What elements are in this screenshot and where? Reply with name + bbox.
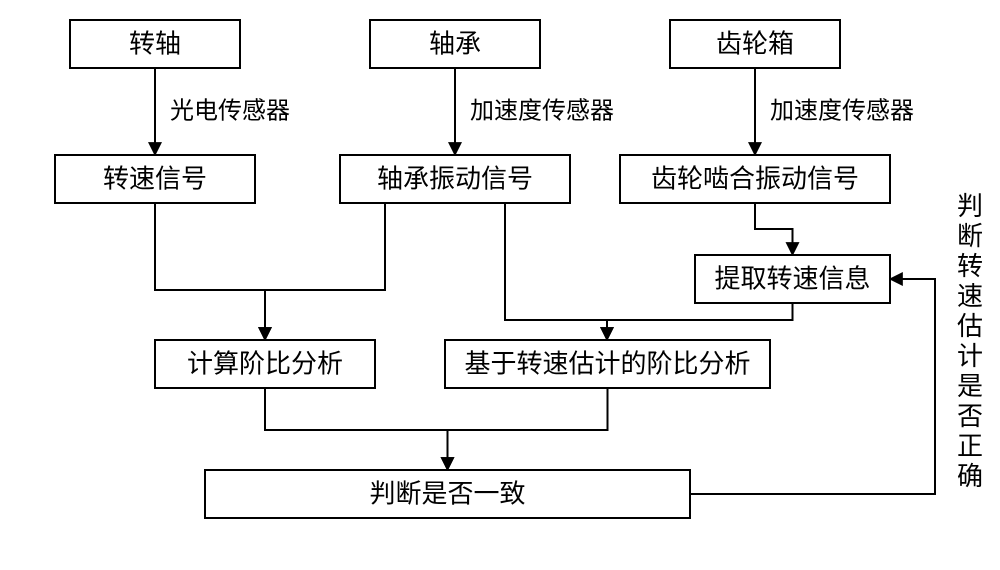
- node-calc_order: 计算阶比分析: [155, 340, 375, 388]
- node-label-bearing: 轴承: [429, 30, 481, 59]
- node-rpm_signal: 转速信号: [55, 155, 255, 203]
- svg-text:正: 正: [957, 432, 983, 461]
- node-shaft: 转轴: [70, 20, 240, 68]
- node-label-shaft: 转轴: [129, 30, 181, 59]
- edge-gear_vib-to-extract_rpm: [755, 203, 793, 255]
- svg-text:是: 是: [957, 372, 983, 401]
- edge-bearing_vib-to-calc_order: [265, 203, 385, 340]
- svg-text:确: 确: [957, 462, 983, 491]
- edge-label-shaft-to-rpm_signal: 光电传感器: [170, 98, 290, 125]
- node-label-est_order: 基于转速估计的阶比分析: [464, 350, 750, 379]
- edge-rpm_signal-to-calc_order: [155, 203, 265, 340]
- node-judge: 判断是否一致: [205, 470, 690, 518]
- side-text: 判断转速估计是否正确: [957, 192, 983, 491]
- svg-text:估: 估: [957, 312, 983, 341]
- edge-est_order-to-judge: [448, 388, 608, 470]
- edge-calc_order-to-judge: [265, 388, 448, 470]
- node-extract_rpm: 提取转速信息: [695, 255, 890, 303]
- node-gearbox: 齿轮箱: [670, 20, 840, 68]
- svg-text:判: 判: [957, 192, 983, 221]
- edge-extract_rpm-to-est_order: [607, 303, 793, 340]
- svg-text:计: 计: [957, 342, 983, 371]
- node-gear_vib: 齿轮啮合振动信号: [620, 155, 890, 203]
- node-bearing: 轴承: [370, 20, 540, 68]
- edge-label-gearbox-to-gear_vib: 加速度传感器: [770, 98, 914, 125]
- edge-bearing_vib-to-est_order: [505, 203, 607, 340]
- svg-text:否: 否: [957, 402, 983, 431]
- node-label-bearing_vib: 轴承振动信号: [377, 165, 533, 194]
- node-est_order: 基于转速估计的阶比分析: [445, 340, 770, 388]
- edge-label-bearing-to-bearing_vib: 加速度传感器: [470, 98, 614, 125]
- node-label-extract_rpm: 提取转速信息: [714, 265, 870, 294]
- node-label-judge: 判断是否一致: [369, 480, 525, 509]
- node-bearing_vib: 轴承振动信号: [340, 155, 570, 203]
- node-label-rpm_signal: 转速信号: [103, 165, 207, 194]
- svg-text:速: 速: [957, 282, 983, 311]
- node-label-gear_vib: 齿轮啮合振动信号: [651, 165, 859, 194]
- flowchart-diagram: 转轴 轴承 齿轮箱转速信号 轴承振动信号 齿轮啮合振动信号提取转速信息计算阶比分析 基于转…: [0, 0, 1000, 570]
- svg-text:转: 转: [957, 252, 983, 281]
- node-label-calc_order: 计算阶比分析: [187, 350, 343, 379]
- node-label-gearbox: 齿轮箱: [716, 30, 794, 59]
- svg-text:断: 断: [957, 222, 983, 251]
